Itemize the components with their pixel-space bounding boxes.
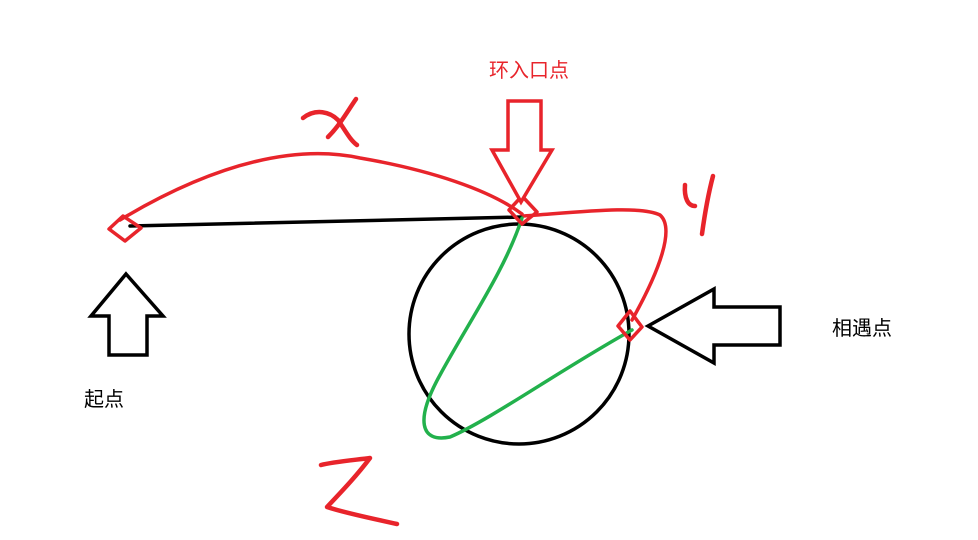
entry-node-marker [507, 194, 539, 226]
z-letter [318, 455, 400, 527]
y-arc [522, 208, 668, 322]
cycle-circle [407, 222, 631, 446]
start-point-label: 起点 [84, 387, 124, 411]
entry-point-label: 环入口点 [489, 58, 569, 82]
meet-node-marker [616, 309, 644, 342]
meet-arrow-icon [644, 286, 782, 366]
meeting-point-label: 相遇点 [832, 316, 892, 340]
x-arc [118, 151, 524, 222]
start-node-marker [107, 214, 143, 243]
z-arc [422, 216, 634, 440]
list-path-line [128, 215, 524, 228]
x-letter [300, 96, 360, 148]
y-letter [682, 173, 716, 237]
start-arrow-icon [87, 271, 167, 357]
entry-arrow-icon [489, 99, 556, 206]
